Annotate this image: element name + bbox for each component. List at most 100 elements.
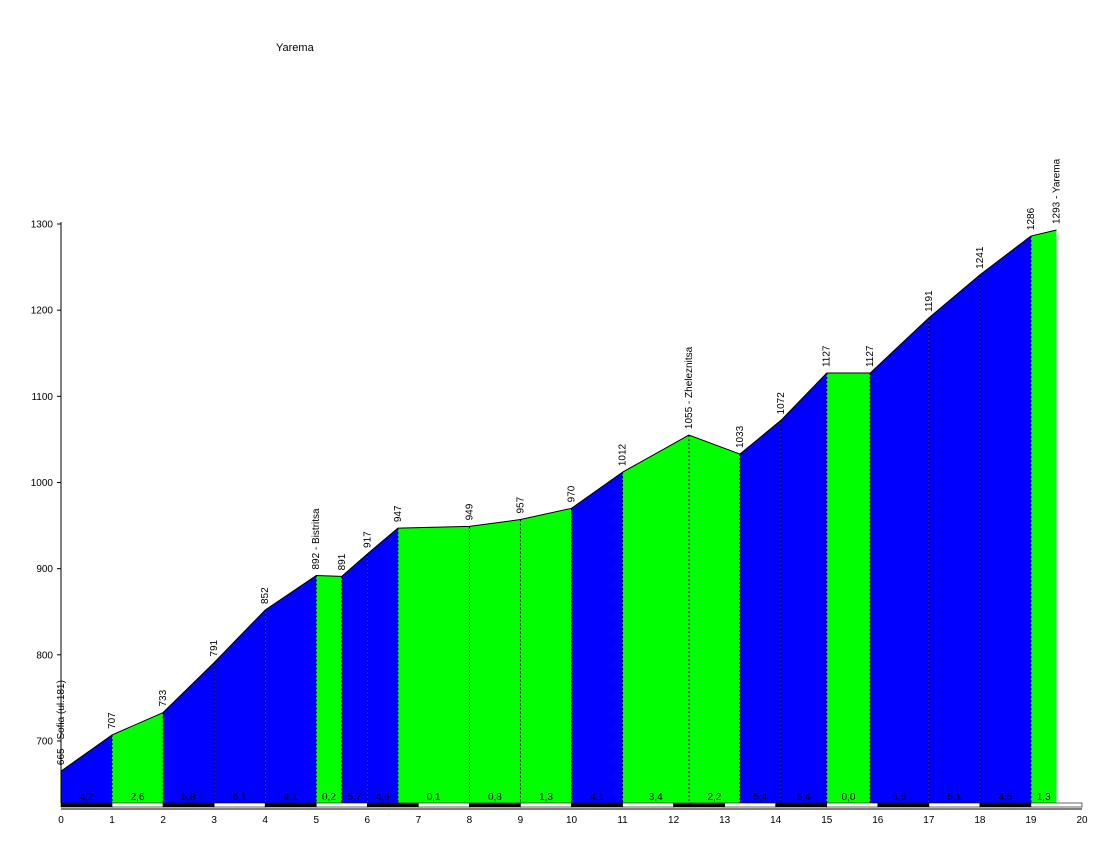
- distance-scale-block: [724, 802, 777, 808]
- distance-scale-block: [673, 802, 725, 808]
- profile-segment: [112, 712, 164, 803]
- elevation-label: 733: [158, 689, 169, 706]
- elevation-label: 791: [209, 639, 220, 656]
- segment-gradient-label: 3,4: [649, 792, 663, 803]
- segment-gradient-label: 0,1: [427, 792, 441, 803]
- distance-scale-block: [622, 802, 674, 808]
- profile-segment: [571, 472, 623, 803]
- x-tick-label: 11: [617, 815, 628, 826]
- profile-segment: [397, 526, 470, 803]
- segment-gradient-label: 4,1: [590, 792, 604, 803]
- segment-gradient-label: 1,3: [539, 792, 553, 803]
- elevation-label: 949: [464, 503, 475, 520]
- x-tick-label: 2: [160, 815, 166, 826]
- segment-gradient-label: 1,3: [1037, 792, 1051, 803]
- x-tick-label: 15: [821, 815, 833, 826]
- elevation-label: 665 - Sofia (ul.181): [56, 680, 67, 765]
- elevation-label: 707: [107, 712, 118, 729]
- distance-scale-block: [213, 802, 266, 808]
- profile-segment: [928, 274, 980, 803]
- x-tick-label: 20: [1076, 815, 1088, 826]
- y-tick-label: 700: [36, 736, 53, 747]
- profile-segment: [61, 734, 113, 803]
- x-tick-label: 4: [262, 815, 268, 826]
- x-tick-label: 19: [1025, 815, 1037, 826]
- profile-segment: [367, 528, 398, 803]
- x-tick-label: 14: [770, 815, 782, 826]
- elevation-label: 1055 - Zheleznitsa: [684, 346, 695, 429]
- profile-segment: [1030, 230, 1057, 803]
- distance-scale-block: [928, 802, 981, 808]
- distance-scale-block: [1030, 802, 1083, 808]
- segment-gradient-label: 0,2: [322, 792, 336, 803]
- x-tick-label: 7: [416, 815, 422, 826]
- x-tick-label: 13: [719, 815, 731, 826]
- segment-gradient-label: 5,4: [797, 792, 811, 803]
- x-tick-label: 18: [974, 815, 986, 826]
- profile-segment: [739, 420, 781, 803]
- profile-segment: [520, 508, 572, 803]
- x-tick-label: 8: [467, 815, 473, 826]
- distance-scale-block: [571, 802, 623, 808]
- profile-segment: [469, 519, 521, 803]
- elevation-label: 957: [515, 496, 526, 513]
- segment-gradient-label: 4,6: [376, 792, 390, 803]
- chart-title: Yarema: [276, 42, 314, 54]
- distance-scale-block: [315, 802, 368, 808]
- elevation-label: 1241: [975, 246, 986, 269]
- y-tick-label: 900: [36, 564, 53, 575]
- segment-gradient-label: 6,1: [233, 792, 247, 803]
- distance-scale-block: [366, 802, 419, 808]
- x-tick-label: 1: [109, 815, 115, 826]
- profile-segment: [870, 317, 929, 803]
- profile-segment: [826, 373, 871, 803]
- profile-segment: [163, 662, 215, 803]
- profile-segment: [780, 373, 827, 803]
- elevation-label: 947: [393, 505, 404, 522]
- y-tick-label: 1000: [31, 478, 54, 489]
- distance-scale-block: [162, 802, 215, 808]
- distance-scale-block: [775, 802, 828, 808]
- segment-gradient-label: 4,5: [998, 792, 1012, 803]
- elevation-label: 1012: [618, 443, 629, 466]
- x-tick-label: 5: [313, 815, 319, 826]
- elevation-label: 891: [337, 553, 348, 570]
- profile-segment: [341, 553, 368, 803]
- x-tick-label: 10: [566, 815, 578, 826]
- elevation-label: 892 - Bistritsa: [311, 508, 322, 570]
- elevation-label: 1127: [822, 345, 833, 367]
- segment-gradient-label: 5,4: [753, 792, 767, 803]
- segment-gradient-label: 5,8: [182, 792, 196, 803]
- y-tick-label: 800: [36, 650, 53, 661]
- distance-scale-block: [979, 802, 1032, 808]
- x-tick-label: 17: [923, 815, 935, 826]
- segment-gradient-label: 2,6: [131, 792, 145, 803]
- distance-scale-block: [111, 802, 164, 808]
- segment-gradient-label: 5,7: [348, 792, 362, 803]
- elevation-label: 1293 - Yarema: [1051, 158, 1062, 224]
- profile-segment: [265, 575, 317, 803]
- profile-segment: [979, 236, 1031, 803]
- profile-segment: [214, 610, 266, 803]
- elevation-label: 1191: [924, 290, 935, 312]
- y-tick-label: 1100: [31, 392, 53, 403]
- x-tick-label: 9: [518, 815, 524, 826]
- distance-scale-block: [520, 802, 572, 808]
- segment-gradient-label: 0,0: [841, 792, 855, 803]
- distance-scale-block: [418, 802, 470, 808]
- distance-scale-block: [877, 802, 930, 808]
- elevation-label: 1033: [735, 425, 746, 448]
- x-tick-label: 16: [872, 815, 884, 826]
- profile-outline: [60, 229, 1057, 772]
- distance-scale-block: [826, 802, 879, 808]
- y-tick-label: 1300: [31, 220, 54, 231]
- profile-segment: [622, 435, 689, 803]
- segment-gradient-label: 4,2: [80, 792, 94, 803]
- x-tick-label: 0: [58, 815, 64, 826]
- y-tick-label: 1200: [31, 306, 54, 317]
- segment-gradient-label: 5,5: [893, 792, 907, 803]
- segment-gradient-label: 5,1: [947, 792, 961, 803]
- elevation-label: 1127: [865, 345, 876, 367]
- distance-scale-block: [60, 802, 113, 808]
